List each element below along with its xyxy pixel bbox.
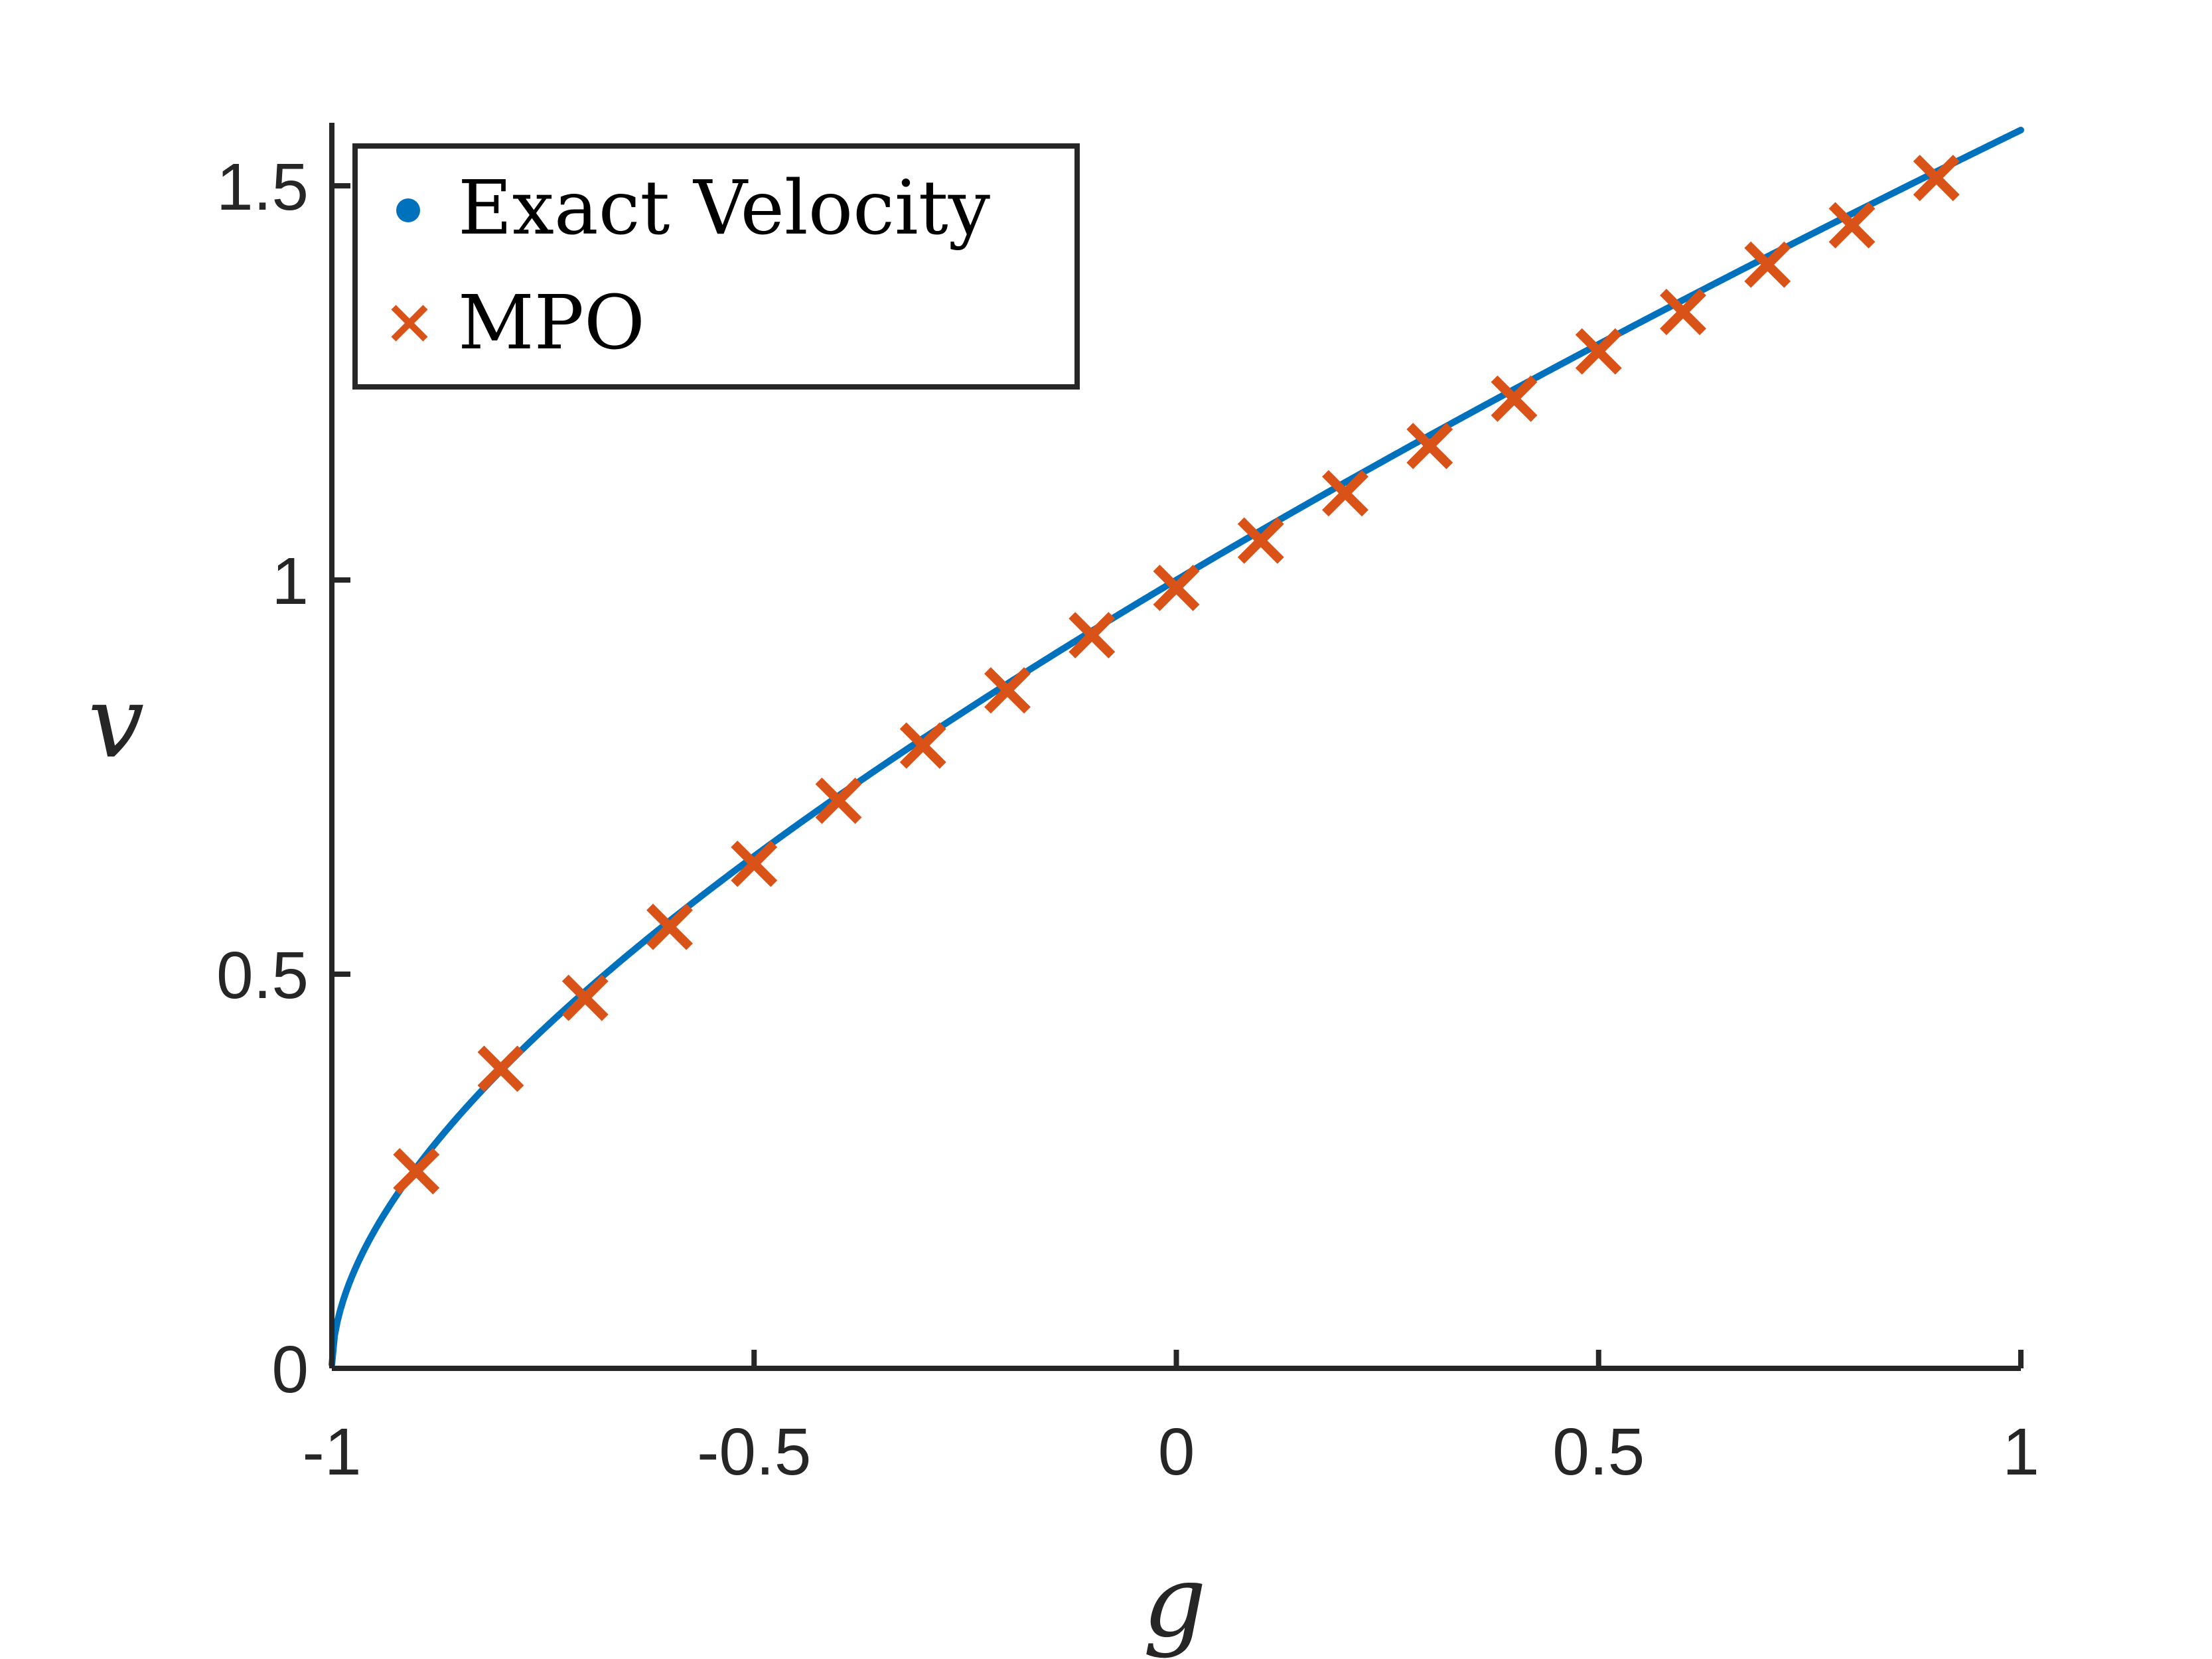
mpo-marker-stroke [1322,470,1368,517]
mpo-marker [1660,289,1706,336]
mpo-marker-stroke [1575,328,1622,375]
mpo-marker [731,840,778,887]
mpo-marker-stroke [1153,564,1200,611]
y-axis-label: v [88,665,145,780]
mpo-marker-stroke [1828,202,1876,249]
mpo-marker [899,722,946,769]
mpo-marker-stroke [393,1148,440,1194]
mpo-marker-stroke [477,1045,524,1092]
mpo-marker [1491,375,1538,422]
mpo-marker-stroke [899,722,946,769]
mpo-marker [646,903,693,950]
axes: -1 -0.5 0 0.5 1 0 0.5 1 1.5 [216,123,2039,1489]
y-tick-label: 0.5 [216,938,309,1013]
legend-exact-marker [396,198,420,222]
mpo-marker-stroke [1237,517,1284,564]
y-tick-label: 0 [271,1333,309,1407]
mpo-marker-stroke [646,903,693,950]
legend-mpo-marker [391,305,428,342]
mpo-marker-stroke [1491,375,1538,422]
mpo-marker [1237,517,1284,564]
mpo-marker [477,1045,524,1092]
mpo-marker [1744,241,1791,288]
mpo-marker [1406,423,1453,470]
mpo-marker-stroke [1069,612,1116,659]
x-tick-label: 0 [1158,1415,1195,1489]
mpo-marker-stroke [984,667,1031,714]
mpo-marker [984,667,1031,714]
mpo-marker [1575,328,1622,375]
y-tick-label: 1 [271,544,309,618]
mpo-marker [1069,612,1116,659]
mpo-marker-stroke [1660,289,1706,336]
mpo-marker [393,1148,440,1194]
mpo-marker-stroke [815,777,862,824]
mpo-marker [561,974,609,1021]
mpo-marker-stroke [731,840,778,887]
mpo-marker-stroke [1744,241,1791,288]
legend-mpo-label: MPO [458,280,645,366]
legend-box [352,143,1080,390]
mpo-marker [815,777,862,824]
legend-exact-label: Exact Velocity [458,165,990,252]
mpo-marker-stroke [1913,155,1960,202]
x-tick-label: 0.5 [1552,1415,1645,1489]
x-tick-label: -1 [303,1415,362,1489]
legend: Exact Velocity MPO [352,143,1080,390]
mpo-marker [1322,470,1368,517]
mpo-marker-stroke [561,974,609,1021]
plot-content [329,126,2024,1368]
exact-velocity-line [329,126,2024,1368]
y-tick-label: 1.5 [216,150,309,224]
mpo-marker [1913,155,1960,202]
x-tick-label: -0.5 [697,1415,811,1489]
x-axis-label: g [1143,1544,1207,1659]
mpo-marker [1828,202,1876,249]
mpo-marker-stroke [1406,423,1453,470]
mpo-marker [1153,564,1200,611]
x-tick-label: 1 [2002,1415,2039,1489]
